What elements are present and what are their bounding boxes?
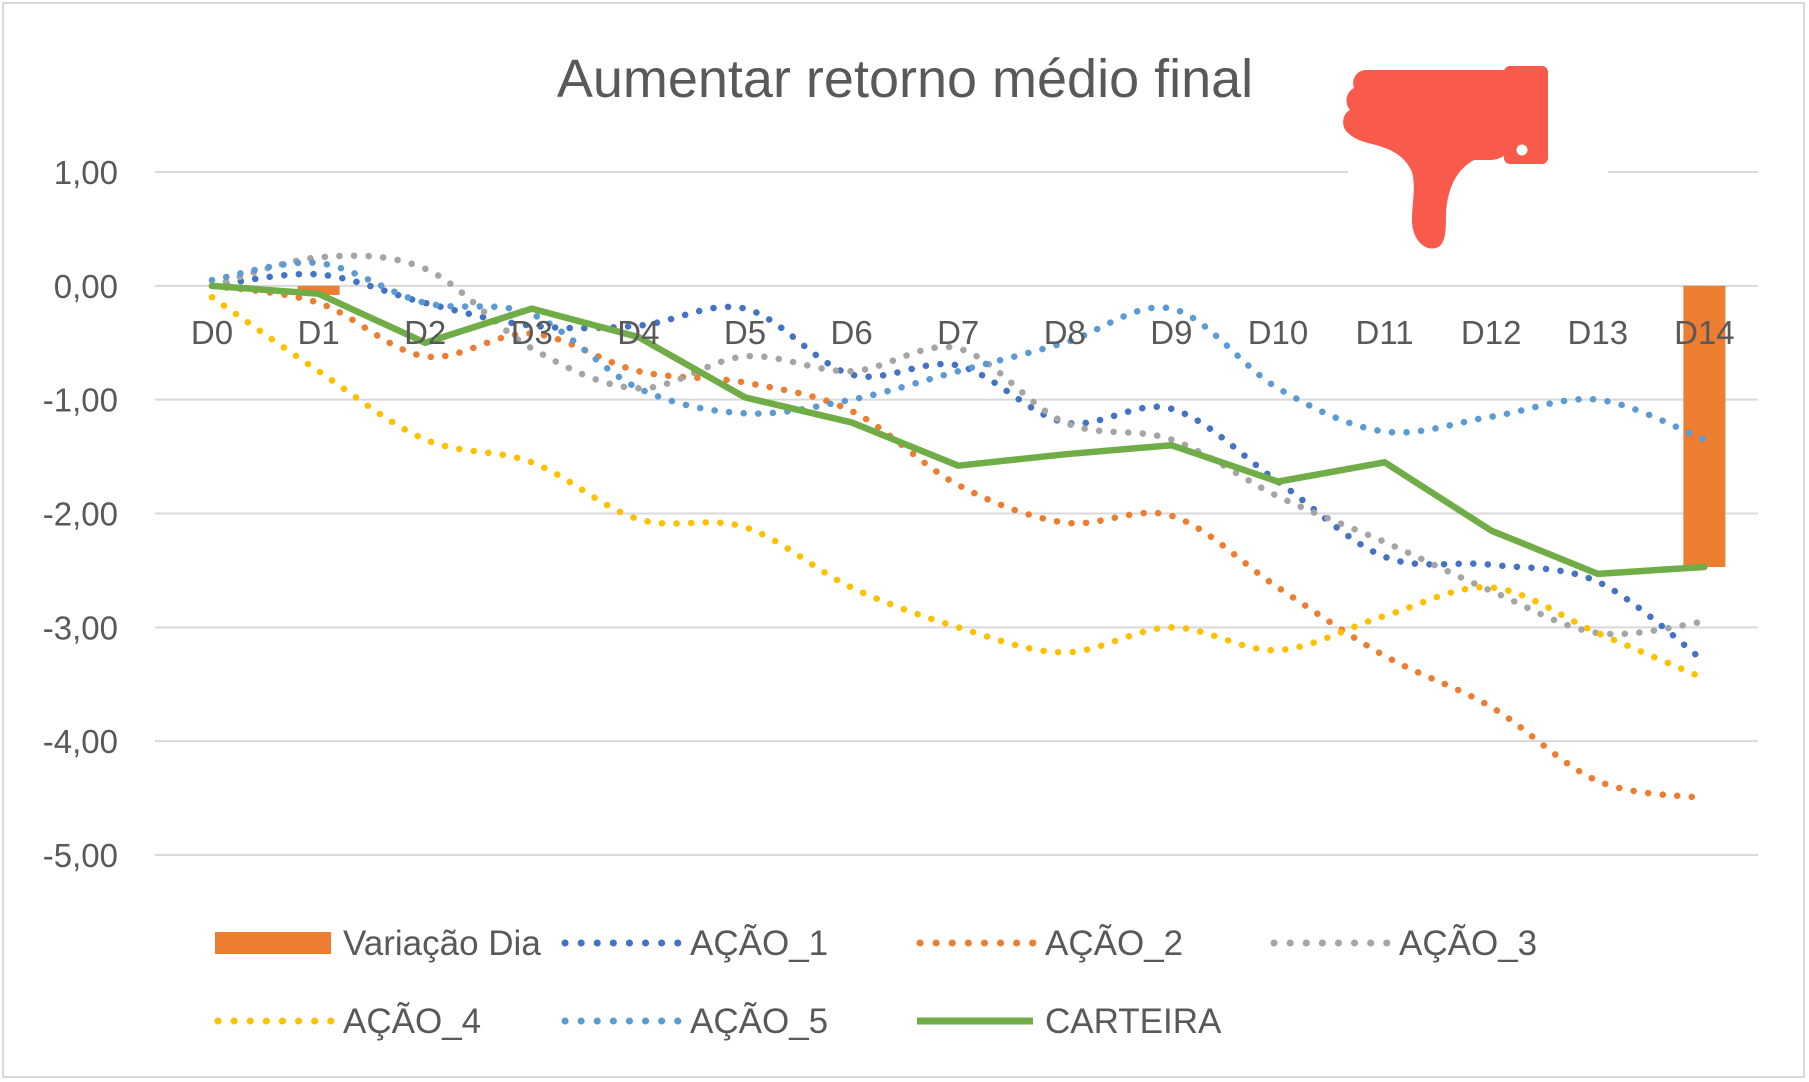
x-tick-label: D0 [191, 314, 233, 351]
legend-label: AÇÃO_3 [1399, 924, 1537, 963]
y-tick-label: -4,00 [43, 723, 118, 760]
x-tick-label: D11 [1356, 314, 1414, 351]
bar-series [297, 285, 1726, 568]
legend-label: Variação Dia [343, 924, 541, 963]
y-tick-label: -2,00 [43, 496, 118, 533]
legend-label: CARTEIRA [1045, 1002, 1222, 1041]
y-tick-label: 0,00 [54, 268, 118, 305]
series-line-carteira [208, 282, 1708, 578]
x-tick-label: D5 [724, 314, 766, 351]
x-tick-label: D2 [404, 314, 446, 351]
thumb-hand [1343, 70, 1512, 249]
line-series [208, 252, 1708, 802]
series-line-ação_4 [208, 293, 1708, 682]
chart-title: Aumentar retorno médio final [557, 49, 1253, 109]
gridlines [155, 171, 1758, 856]
bar-variacao-dia [1683, 285, 1726, 568]
legend-label: AÇÃO_2 [1045, 924, 1183, 963]
y-tick-label: -3,00 [43, 609, 118, 646]
legend-label: AÇÃO_5 [690, 1002, 828, 1041]
thumbs-down-icon [1343, 66, 1608, 249]
x-tick-label: D14 [1674, 314, 1735, 351]
thumb-cuff [1504, 66, 1548, 164]
legend-label: AÇÃO_1 [690, 924, 828, 963]
y-tick-label: 1,00 [54, 154, 118, 191]
bar-variacao-dia [297, 285, 340, 295]
x-tick-label: D4 [617, 314, 659, 351]
x-tick-label: D8 [1044, 314, 1086, 351]
y-tick-labels: 1,00 0,00 -1,00 -2,00 -3,00 -4,00 -5,00 [43, 154, 118, 874]
x-tick-label: D6 [831, 314, 873, 351]
series-line-ação_3 [208, 252, 1708, 638]
x-tick-label: D1 [298, 314, 340, 351]
series-line-ação_2 [208, 282, 1708, 802]
x-tick-label: D13 [1568, 314, 1629, 351]
x-tick-label: D3 [511, 314, 553, 351]
thumb-cuff-dot [1516, 144, 1528, 156]
x-tick-labels: D0 D1 D2 D3 D4 D5 D6 D7 D8 D9 D10 D11 D12 D13 D14 [191, 314, 1735, 351]
x-tick-label: D7 [937, 314, 979, 351]
icon-backdrop [1348, 160, 1608, 184]
x-tick-label: D9 [1150, 314, 1192, 351]
x-tick-label: D12 [1461, 314, 1522, 351]
x-tick-label: D10 [1248, 314, 1309, 351]
series-line-ação_1 [208, 270, 1708, 665]
legend-swatch-bar [215, 932, 331, 954]
legend: Variação Dia AÇÃO_1 AÇÃO_2 AÇÃO_3 AÇÃO_4 AÇÃO… [214, 924, 1537, 1041]
series-line-ação_5 [208, 259, 1708, 443]
y-tick-label: -1,00 [43, 382, 118, 419]
y-tick-label: -5,00 [43, 837, 118, 874]
legend-label: AÇÃO_4 [343, 1002, 481, 1041]
